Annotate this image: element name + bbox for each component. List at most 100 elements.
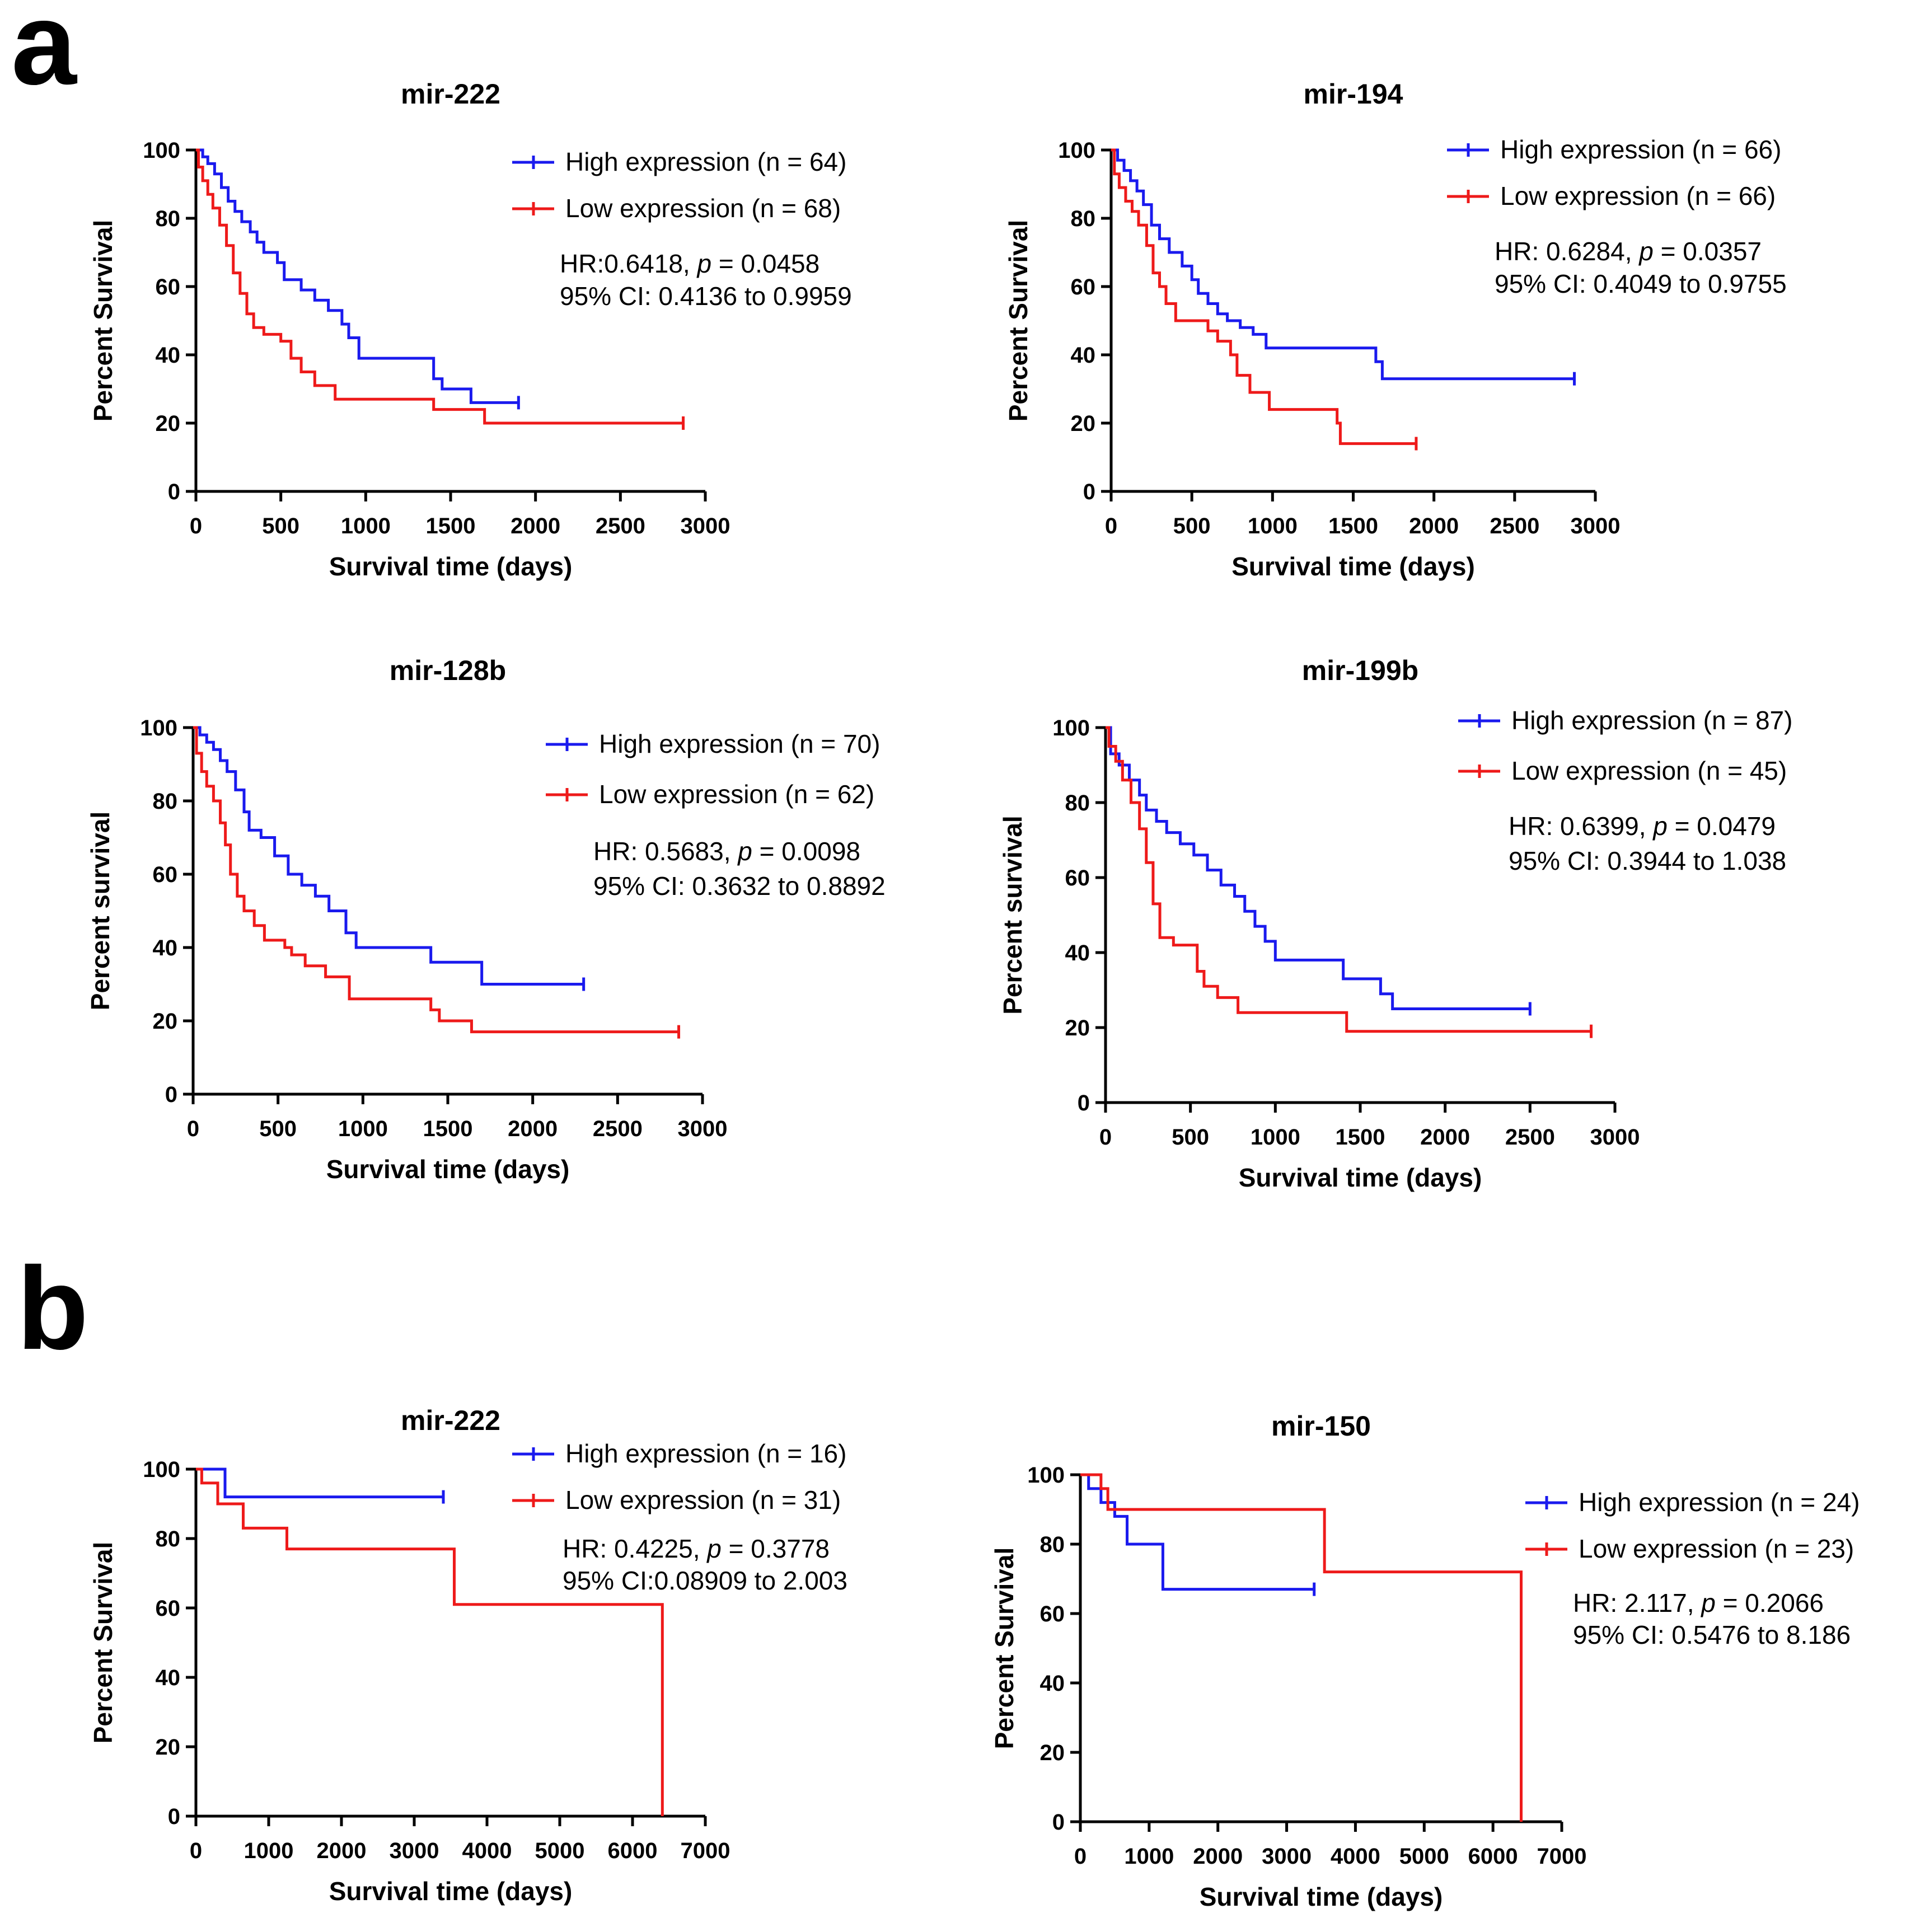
y-tick-label: 0 [168, 1804, 180, 1829]
x-tick-label: 0 [1074, 1844, 1087, 1869]
legend-entry: High expression (n = 16) [565, 1439, 846, 1468]
y-tick-label: 0 [1078, 1091, 1090, 1115]
stat-text-prefix: HR: 2.117, [1573, 1588, 1701, 1617]
y-tick-label: 20 [1040, 1741, 1065, 1765]
y-tick-label: 100 [140, 716, 177, 740]
y-tick-label: 20 [153, 1009, 178, 1034]
legend-entry: High expression (n = 66) [1500, 135, 1781, 164]
x-tick-label: 2000 [1420, 1125, 1470, 1150]
survival-curve-high [1080, 1473, 1314, 1591]
y-axis-label: Percent survival [998, 815, 1027, 1014]
x-tick-label: 2000 [317, 1839, 367, 1863]
chart-1: mir-222 0 500 1000 1500 2000 2500 3000 0 20 40 60 80… [88, 78, 852, 581]
x-tick-label: 0 [190, 514, 202, 538]
y-tick-label: 20 [156, 1735, 181, 1760]
x-tick-label: 2500 [1490, 514, 1539, 538]
survival-curve-low [196, 148, 683, 425]
stat-text-prefix: HR: 0.5683, [593, 837, 738, 866]
x-tick-label: 0 [1099, 1125, 1112, 1150]
x-axis-label: Survival time (days) [1239, 1163, 1482, 1192]
y-axis-label: Percent Survival [88, 220, 118, 422]
stat-p-symbol: p [1638, 237, 1654, 266]
survival-curve-high [196, 148, 519, 404]
y-tick-label: 0 [1083, 480, 1095, 504]
y-tick-label: 60 [1071, 275, 1096, 299]
x-tick-label: 6000 [608, 1839, 658, 1863]
x-tick-label: 4000 [1331, 1844, 1380, 1869]
stat-annotation: 95% CI: 0.4049 to 0.9755 [1495, 269, 1787, 298]
x-tick-label: 500 [259, 1117, 297, 1141]
stat-p-symbol: p [696, 249, 711, 278]
survival-curve-high [1111, 148, 1575, 381]
x-tick-label: 2000 [511, 514, 560, 538]
stat-annotation: 95% CI: 0.4136 to 0.9959 [560, 282, 852, 311]
legend-entry: Low expression (n = 31) [565, 1485, 841, 1514]
x-tick-label: 3000 [1262, 1844, 1312, 1869]
y-tick-label: 100 [143, 138, 180, 163]
y-tick-label: 80 [1065, 791, 1090, 815]
x-tick-label: 2500 [593, 1117, 643, 1141]
chart-3: mir-128b 0 500 1000 1500 2000 2500 3000 0 20 40 60 8… [86, 655, 886, 1184]
panel-letter-b: b [17, 1242, 88, 1374]
panel-letter-a: a [11, 0, 78, 109]
stat-annotation: HR: 0.6284, p = 0.0357 [1495, 237, 1762, 266]
legend-entry: Low expression (n = 45) [1511, 756, 1787, 785]
chart-title: mir-199b [1302, 655, 1418, 686]
stat-annotation: HR: 0.6399, p = 0.0479 [1509, 812, 1776, 841]
y-tick-label: 40 [1040, 1671, 1065, 1696]
chart-title: mir-222 [401, 78, 500, 110]
survival-curve-high [196, 1467, 443, 1499]
x-tick-label: 1500 [426, 514, 476, 538]
y-tick-label: 100 [1027, 1463, 1065, 1488]
stat-text-prefix: HR: 0.6399, [1509, 812, 1653, 841]
x-tick-label: 1000 [338, 1117, 388, 1141]
stat-text-suffix: = 0.3778 [722, 1534, 830, 1563]
x-tick-label: 1000 [244, 1839, 294, 1863]
y-tick-label: 100 [1058, 138, 1095, 163]
y-tick-label: 0 [1052, 1810, 1065, 1835]
x-axis-label: Survival time (days) [1200, 1882, 1443, 1911]
x-tick-label: 3000 [678, 1117, 728, 1141]
chart-title: mir-222 [401, 1405, 500, 1436]
x-tick-label: 1500 [423, 1117, 473, 1141]
legend-entry: High expression (n = 87) [1511, 706, 1792, 735]
x-tick-label: 1500 [1328, 514, 1378, 538]
x-tick-label: 6000 [1468, 1844, 1518, 1869]
chart-4: mir-199b 0 500 1000 1500 2000 2500 3000 0 20 40 60 8… [998, 655, 1792, 1192]
y-tick-label: 60 [156, 275, 181, 299]
survival-curve-low [1111, 148, 1416, 446]
y-tick-label: 60 [153, 862, 178, 887]
x-tick-label: 5000 [1399, 1844, 1449, 1869]
legend-entry: High expression (n = 64) [565, 147, 846, 176]
x-tick-label: 3000 [1590, 1125, 1640, 1150]
chart-5: mir-222 0 1000 2000 3000 4000 5000 6000 7000 0 20 4… [88, 1405, 847, 1906]
x-tick-label: 1000 [1248, 514, 1298, 538]
stat-annotation: 95% CI: 0.3944 to 1.038 [1509, 846, 1786, 875]
x-tick-label: 1500 [1336, 1125, 1385, 1150]
x-tick-label: 3000 [681, 514, 730, 538]
survival-curve-low [193, 726, 679, 1034]
stat-annotation: 95% CI:0.08909 to 2.003 [563, 1566, 847, 1595]
x-tick-label: 0 [1105, 514, 1117, 538]
legend-entry: Low expression (n = 62) [599, 780, 874, 809]
x-tick-label: 500 [1173, 514, 1211, 538]
chart-title: mir-128b [390, 655, 506, 686]
survival-curve-high [1106, 726, 1530, 1010]
x-tick-label: 0 [187, 1117, 199, 1141]
survival-curve-low [1106, 726, 1591, 1033]
x-tick-label: 500 [1172, 1125, 1209, 1150]
x-tick-label: 5000 [535, 1839, 585, 1863]
stat-text-suffix: = 0.0479 [1668, 812, 1776, 841]
y-tick-label: 0 [168, 480, 180, 504]
y-tick-label: 40 [153, 936, 178, 960]
x-tick-label: 2000 [1193, 1844, 1243, 1869]
chart-6: mir-150 0 1000 2000 3000 4000 5000 6000 7000 0 20 4… [990, 1410, 1860, 1911]
y-tick-label: 80 [1071, 207, 1096, 231]
y-tick-label: 20 [1071, 411, 1096, 436]
survival-curve-low [1080, 1473, 1523, 1822]
x-tick-label: 500 [262, 514, 299, 538]
y-tick-label: 80 [156, 207, 181, 231]
x-tick-label: 1000 [341, 514, 391, 538]
stat-p-symbol: p [1652, 812, 1668, 841]
